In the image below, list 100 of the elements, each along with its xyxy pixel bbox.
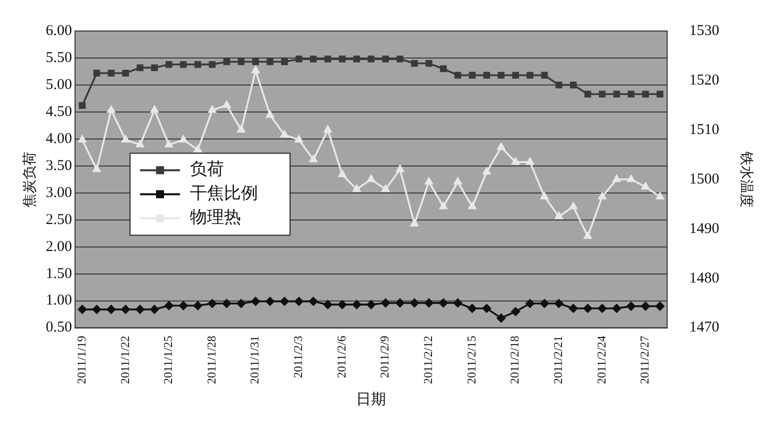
point [179,135,188,142]
y-tick-label: 1.00 [46,292,72,309]
point [468,72,476,79]
point [556,82,562,88]
point [324,56,332,62]
point [338,56,346,62]
point [122,135,130,142]
point [584,232,592,239]
point [352,300,362,309]
point [656,90,664,98]
y-tick-label: 5.50 [46,50,72,66]
point [266,296,274,306]
point [612,304,622,313]
point [482,168,491,175]
point [296,56,302,62]
point [454,177,462,185]
point [353,56,360,62]
x-tick-label: 2011/2/24 [594,336,608,384]
y-tick-label: 4.00 [46,130,72,147]
point [193,301,202,310]
point [252,58,259,66]
x-tick-label: 2011/1/25 [161,336,176,384]
y-tick-label: 4.50 [46,104,72,120]
y2-tick-label: 1470 [689,320,720,336]
x-tick-label: 2011/1/22 [118,336,132,384]
point [281,58,288,66]
point [107,106,116,113]
point [627,174,636,182]
y-tick-label: 3.00 [46,184,72,201]
point [426,60,432,67]
point [324,126,332,133]
point [222,299,232,308]
x-tick-label: 2011/2/21 [551,336,566,384]
point [323,300,332,309]
x-axis-title: 日期 [356,390,386,408]
point [366,300,376,309]
point [496,314,506,322]
point [410,220,418,227]
point [121,305,130,314]
x-tick-label: 2011/2/12 [421,336,436,384]
point [280,130,288,138]
y2-tick-label: 1510 [689,122,720,138]
x-tick-label: 2011/2/9 [378,336,392,378]
point [598,304,607,313]
point [526,158,534,165]
x-tick-label: 2011/1/28 [204,336,218,384]
point [108,70,115,76]
point [266,110,274,118]
point [453,298,462,308]
y-tick-label: 6.00 [46,22,72,39]
point [656,192,664,200]
y2-tick-label: 1500 [689,171,720,188]
point [151,64,158,72]
x-tick-label: 2011/1/19 [74,336,88,384]
point [583,304,592,313]
point [338,170,346,178]
point [294,296,304,306]
legend-label: 干焦比例 [190,184,258,203]
point [598,192,606,200]
point [439,202,448,210]
point [440,65,447,72]
point [468,202,476,210]
point [540,299,549,308]
point [540,192,548,200]
point [367,174,376,182]
point [136,64,144,72]
y-axis-title: 焦炭负荷 [22,151,38,208]
point [526,299,534,308]
point [136,305,144,314]
legend-label: 物理热 [190,208,242,227]
point [511,307,520,316]
point [396,56,404,62]
point [252,66,260,74]
point [424,177,433,185]
point [454,72,462,79]
point [251,296,260,306]
y2-axis-title: 铁水温度 [738,150,754,208]
point [180,61,187,68]
point [612,174,621,182]
point [570,82,577,88]
point [237,126,246,133]
point [410,298,419,308]
y2-tick-label: 1490 [689,220,720,237]
point [598,90,606,98]
point [166,61,172,68]
point [78,305,87,314]
point [526,72,534,79]
y2-tick-label: 1530 [689,22,720,39]
point [568,304,578,313]
point [194,61,202,68]
point [512,158,520,165]
point [483,72,490,79]
point [642,182,650,190]
point [122,70,129,76]
x-tick-label: 2011/2/6 [334,336,348,378]
point [310,56,317,62]
point [396,165,404,172]
point [208,106,216,113]
point [93,70,100,76]
point [381,298,390,308]
